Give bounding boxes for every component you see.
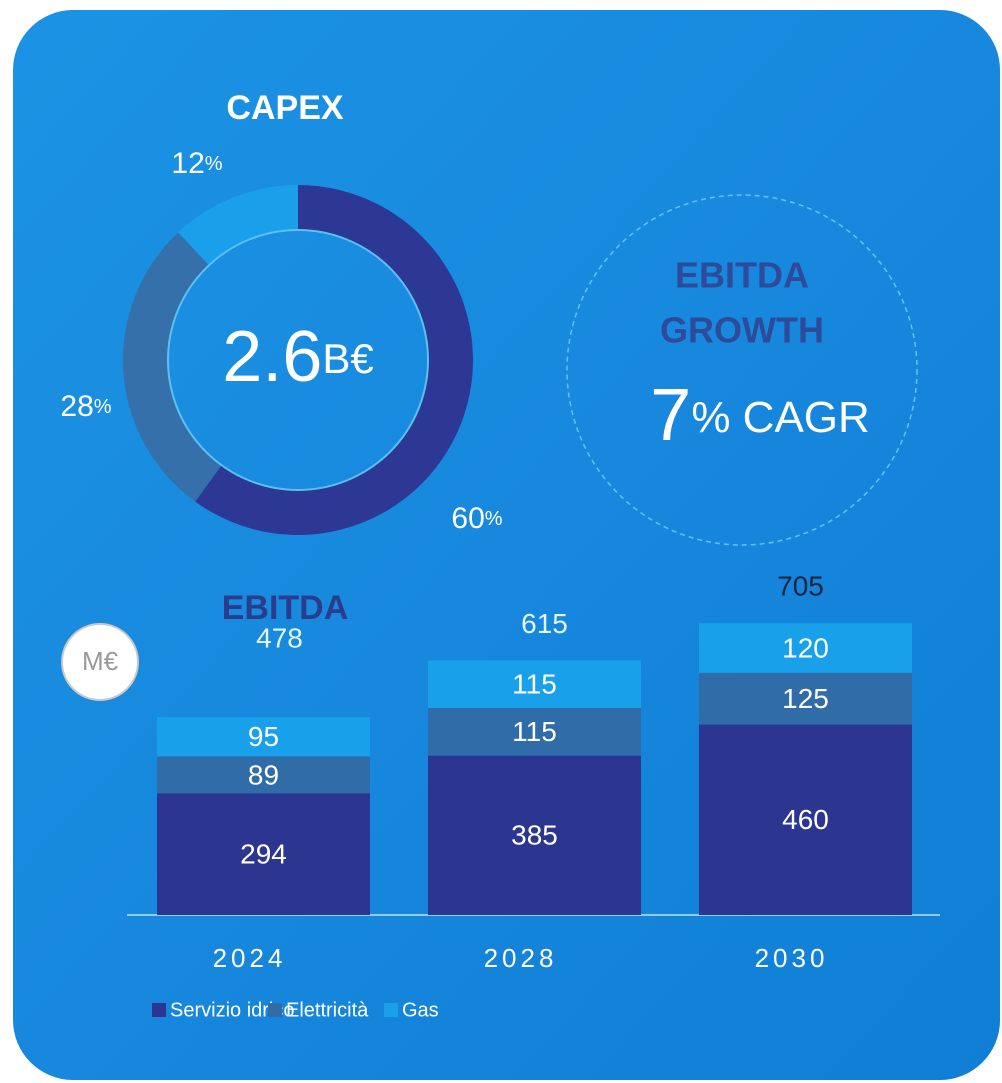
- bar-segment: [157, 793, 370, 915]
- segment-label: 115: [512, 669, 557, 700]
- x-tick-label: 2028: [484, 943, 558, 973]
- unit-label: M€: [82, 646, 119, 676]
- slice-label: 28%: [60, 390, 111, 423]
- legend-swatch: [384, 1003, 398, 1017]
- center-value: 2.6: [222, 317, 322, 397]
- slice-label: 60%: [451, 502, 502, 535]
- legend-swatch: [152, 1003, 166, 1017]
- legend-label: Elettricità: [286, 999, 369, 1021]
- label-number: 12: [171, 147, 204, 180]
- total-label: 705: [777, 571, 824, 602]
- legend-label: Servizio idrico: [170, 999, 294, 1021]
- total-label: 615: [521, 608, 568, 639]
- segment-label: 460: [782, 804, 829, 835]
- bar-segment: [428, 755, 641, 915]
- donut-slice: [195, 185, 473, 535]
- growth-number: 7: [650, 373, 691, 456]
- x-tick-label: 2030: [755, 943, 829, 973]
- panel: [13, 10, 1000, 1080]
- bar-segment: [428, 708, 641, 756]
- bar-segment: [428, 660, 641, 708]
- label-symbol: %: [485, 508, 503, 530]
- total-label: 478: [256, 622, 303, 653]
- segment-label: 120: [782, 632, 829, 663]
- growth-unit: % CAGR: [691, 393, 869, 442]
- segment-label: 115: [512, 716, 557, 747]
- growth-title: GROWTH: [660, 310, 824, 351]
- bar-title: EBITDA: [222, 589, 349, 627]
- donut-center: 2.6B€: [222, 317, 373, 397]
- segment-label: 125: [782, 683, 829, 714]
- segment-label: 95: [248, 721, 279, 752]
- segment-label: 294: [240, 839, 287, 870]
- bar-segment: [699, 672, 912, 725]
- legend-swatch: [268, 1003, 282, 1017]
- segment-label: 385: [511, 820, 558, 851]
- bar-segment: [699, 623, 912, 673]
- label-symbol: %: [94, 396, 112, 418]
- bar-segment: [157, 756, 370, 794]
- legend-label: Gas: [402, 999, 439, 1021]
- slice-label: 12%: [171, 147, 222, 180]
- donut-inner: [167, 229, 429, 491]
- label-symbol: %: [205, 153, 223, 175]
- growth-circle: [566, 194, 918, 546]
- bar-segment: [699, 724, 912, 915]
- donut-slice: [123, 232, 222, 502]
- center-unit: B€: [322, 335, 373, 382]
- bar-segment: [157, 717, 370, 757]
- x-tick-label: 2024: [213, 943, 287, 973]
- donut-title: CAPEX: [226, 89, 343, 127]
- growth-value: 7% CAGR: [650, 373, 870, 456]
- segment-label: 89: [248, 759, 279, 790]
- growth-title: EBITDA: [675, 255, 809, 296]
- donut-slice: [178, 185, 298, 266]
- unit-badge: [61, 623, 139, 701]
- label-number: 60: [451, 502, 484, 535]
- label-number: 28: [60, 390, 93, 423]
